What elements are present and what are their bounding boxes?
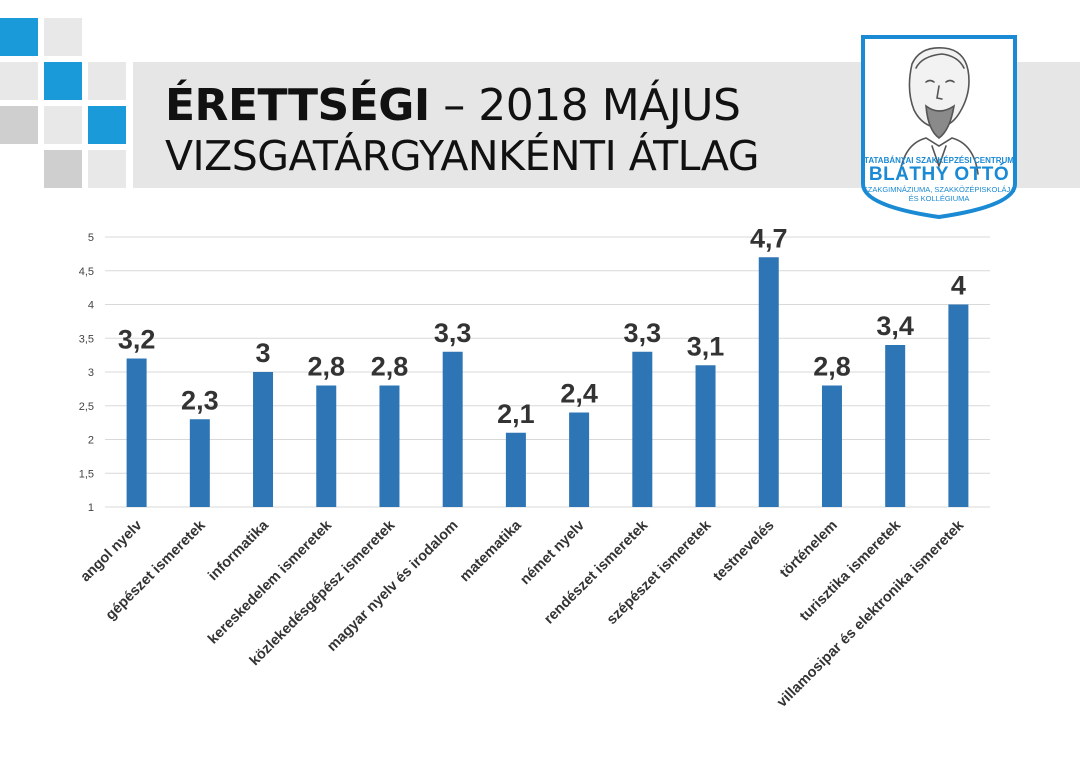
logo-line-3: SZAKGIMNÁZIUMA, SZAKKÖZÉPISKOLÁJA (862, 185, 1016, 194)
grid-lines (105, 236, 990, 508)
data-label: 3,4 (876, 311, 914, 341)
data-label: 3,3 (434, 318, 472, 348)
y-tick-label: 3 (88, 367, 94, 379)
decor-square (88, 18, 126, 56)
bar (505, 432, 526, 507)
decor-square (44, 18, 82, 56)
bar (316, 385, 337, 507)
y-tick-label: 2,5 (79, 401, 94, 413)
bar (885, 345, 906, 507)
x-tick-label: német nyelv (517, 518, 588, 589)
x-tick-label: informatika (205, 517, 272, 584)
bar (379, 385, 400, 507)
data-label: 2,1 (497, 399, 535, 429)
decor-square (88, 150, 126, 188)
data-label: 4 (951, 271, 966, 301)
y-tick-label: 4,5 (79, 266, 94, 278)
data-label: 3,1 (687, 331, 725, 361)
decor-square (88, 62, 126, 100)
bar (821, 385, 842, 507)
x-tick-label: angol nyelv (78, 518, 146, 586)
x-tick-label: kereskedelem ismeretek (205, 517, 336, 648)
logo-line-2: BLÁTHY OTTÓ (868, 164, 1010, 185)
data-label: 3,3 (624, 318, 662, 348)
bar (126, 358, 147, 507)
y-tick-label: 4 (88, 300, 94, 312)
portrait-icon (899, 47, 979, 175)
data-label: 2,3 (181, 385, 219, 415)
school-logo (861, 35, 1017, 220)
x-tick-label: testnevelés (710, 518, 777, 585)
value-labels: 3,2 2,3 3 2,8 2,8 3,3 2,1 2,4 3,3 3,1 4,7 2,8 3,4 4 (118, 223, 966, 429)
data-label: 2,8 (307, 352, 345, 382)
page-subtitle: VIZSGATÁRGYANKÉNTI ÁTLAG (165, 132, 760, 180)
y-tick-label: 1 (88, 502, 94, 514)
x-tick-label: történelem (777, 518, 841, 582)
decor-square (88, 106, 126, 144)
bar (569, 412, 590, 507)
title-rest: – 2018 MÁJUS (429, 80, 741, 131)
data-label: 3 (256, 338, 271, 368)
bar (442, 351, 463, 507)
data-label: 2,8 (371, 352, 409, 382)
bar (253, 372, 274, 507)
x-tick-label: matematika (457, 517, 525, 585)
bar (695, 365, 716, 507)
y-tick-label: 3,5 (79, 333, 94, 345)
data-label: 2,4 (560, 379, 598, 409)
data-label: 2,8 (813, 352, 851, 382)
y-axis: 1 1,5 2 2,5 3 3,5 4 4,5 5 (79, 232, 94, 514)
x-tick-label: rendészet ismeretek (541, 517, 652, 628)
logo-line-1: TATABÁNYAI SZAKKÉPZÉSI CENTRUM (864, 156, 1014, 165)
decor-square (0, 62, 38, 100)
decor-square (44, 106, 82, 144)
bar (758, 257, 779, 507)
y-tick-label: 1,5 (79, 468, 94, 480)
decor-square (44, 150, 82, 188)
data-label: 4,7 (750, 223, 788, 253)
bar (948, 304, 969, 507)
bar (632, 351, 653, 507)
logo-line-4: ÉS KOLLÉGIUMA (908, 194, 970, 203)
title-bold: ÉRETTSÉGI (165, 80, 430, 131)
x-tick-label: magyar nyelv és irodalom (324, 518, 461, 655)
x-tick-label: szépészet ismeretek (604, 517, 715, 628)
y-tick-label: 5 (88, 232, 94, 244)
bars (126, 257, 969, 507)
y-tick-label: 2 (88, 435, 94, 447)
decor-square (0, 106, 38, 144)
page-title: ÉRETTSÉGI – 2018 MÁJUS (165, 78, 741, 134)
bar (189, 419, 210, 507)
data-label: 3,2 (118, 325, 156, 355)
decor-square (0, 18, 38, 56)
decor-square (44, 62, 82, 100)
